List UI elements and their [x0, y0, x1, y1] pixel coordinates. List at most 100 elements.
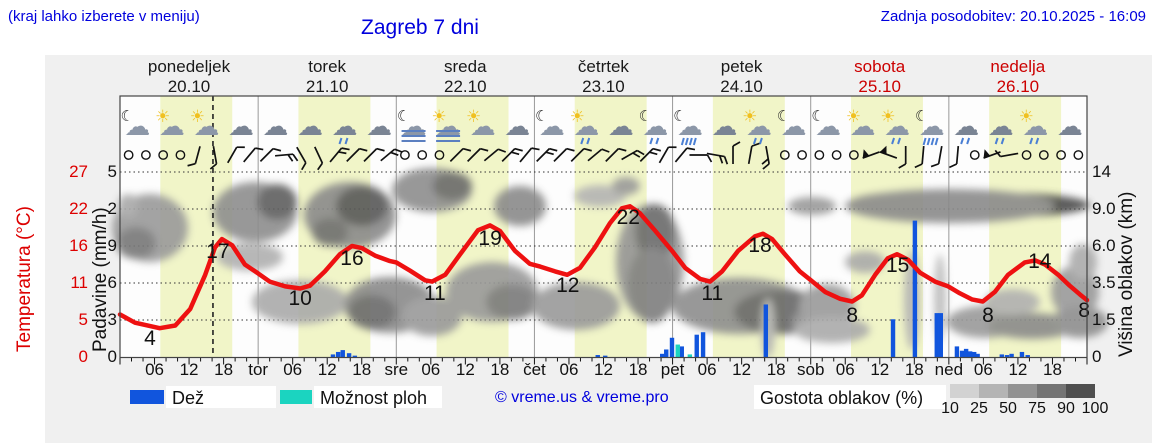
drizzle-mark	[1035, 137, 1040, 145]
moon-glyph: ☾	[915, 107, 928, 125]
wind-barb-icon	[209, 145, 218, 170]
moon-glyph: ☾	[811, 107, 824, 125]
plot-border	[119, 95, 1088, 359]
wind-barb-icon	[449, 147, 472, 162]
temperature-value-label: 11	[701, 282, 723, 305]
wind-barb-icon	[227, 146, 245, 164]
x-hour-label: 06	[559, 360, 579, 379]
rain-bar	[963, 348, 969, 358]
rain-mark	[684, 137, 689, 146]
cloud-blob	[257, 184, 297, 220]
sun-glyph: ☀	[880, 107, 895, 127]
cloud-blob	[788, 197, 836, 215]
cloud-glyph: ☁	[884, 112, 910, 142]
cloud-glyph: ☁	[850, 112, 876, 142]
x-day-abbrev-label: sob	[796, 360, 825, 379]
rain-bar	[938, 313, 943, 358]
wind-calm-icon	[779, 150, 790, 160]
cloud-density-tick-label: 25	[970, 400, 988, 417]
x-hour-label: 12	[455, 360, 475, 379]
cloud-blob	[116, 227, 156, 259]
drizzle-mark	[344, 137, 349, 145]
wind-barb-icon	[553, 147, 575, 162]
rain-bar	[959, 350, 965, 358]
rain-bar	[1009, 353, 1014, 358]
drizzle-mark	[966, 137, 971, 145]
temperature-axis-label: Temperatura (°C)	[14, 206, 35, 352]
x-day-abbrev-label: tor	[248, 360, 269, 379]
moon-glyph: ☾	[639, 107, 652, 125]
rain-legend-box	[166, 386, 276, 408]
cloud-density-gradient-segment	[1008, 384, 1037, 398]
cloud-glyph: ☁	[504, 112, 530, 142]
wind-calm-icon	[158, 150, 169, 160]
wind-barb-icon	[536, 147, 558, 162]
wind-calm-icon	[969, 150, 980, 160]
drizzle-mark	[1029, 137, 1034, 145]
rain-bar	[1025, 355, 1030, 358]
day-name: torek	[308, 57, 347, 76]
rain-bar	[669, 337, 675, 358]
sun-glyph: ☀	[155, 107, 170, 127]
x-day-abbrev-label: čet	[523, 360, 546, 379]
day-date: 25.10	[858, 77, 901, 96]
wind-barb-icon	[658, 146, 677, 164]
x-hour-label: 06	[145, 360, 164, 379]
menu-hint-text: (kraj lahko izberete v meniju)	[8, 8, 200, 25]
cloud-density-gradient-segment	[950, 384, 979, 398]
temperature-value-label: 11	[424, 282, 446, 305]
sun-glyph: ☀	[190, 107, 205, 127]
x-hour-label: 18	[766, 360, 786, 379]
cloud-blob	[845, 251, 885, 273]
wind-barb-icon	[761, 145, 770, 170]
x-hour-label: 06	[697, 360, 717, 379]
rain-mark	[934, 137, 939, 146]
cloud-density-gradient-segment	[979, 384, 1008, 398]
sun-glyph: ☀	[431, 107, 446, 127]
x-hour-label: 18	[490, 360, 510, 379]
wind-calm-icon	[417, 150, 428, 160]
shower-legend-box	[314, 386, 442, 408]
wind-calm-icon	[175, 150, 186, 160]
wind-barb-icon	[587, 148, 610, 162]
rain-mark	[922, 137, 927, 146]
day-date: 24.10	[720, 77, 763, 96]
precipitation-tick-label: 9	[107, 236, 117, 255]
day-header: nedelja 26.10	[949, 57, 1087, 97]
x-hour-label: 12	[870, 360, 890, 379]
rain-bar	[340, 350, 345, 358]
cloud-density-tick-label: 100	[1081, 400, 1109, 417]
cloud-glyph: ☁	[539, 112, 565, 142]
wind-barb-icon	[706, 152, 729, 165]
cloud-blob	[118, 194, 138, 218]
drizzle-mark	[649, 137, 654, 145]
x-day-abbrev-label: sre	[384, 360, 409, 379]
x-hour-label: 18	[1042, 360, 1062, 379]
wind-barb-icon	[674, 147, 696, 163]
wind-barb-icon	[994, 149, 1019, 158]
wind-barb-icon	[346, 147, 368, 162]
temperature-value-label: 15	[886, 254, 909, 277]
x-hour-label: 18	[628, 360, 648, 379]
cloud-glyph: ☁	[746, 112, 772, 142]
rain-bar	[967, 351, 973, 358]
day-name: četrtek	[577, 57, 629, 76]
cloud-density-tick-label: 50	[999, 400, 1017, 417]
cloud-glyph: ☁	[1057, 112, 1083, 142]
cloud-height-tick-label: 1.5	[1092, 310, 1116, 329]
day-header: četrtek 23.10	[534, 57, 672, 97]
wind-barb-icon	[879, 145, 898, 159]
temperature-tick-label: 5	[78, 310, 88, 329]
cloud-density-box	[754, 385, 946, 409]
cloud-blob	[494, 186, 546, 226]
day-header: ponedeljek 20.10	[120, 57, 258, 97]
day-date: 23.10	[582, 77, 625, 96]
cloud-blob	[486, 284, 538, 320]
shower-legend-swatch	[280, 390, 312, 404]
wind-barb-icon	[259, 147, 282, 162]
drizzle-mark	[655, 137, 660, 145]
wind-barb-icon	[689, 154, 713, 163]
shower-bar	[687, 354, 693, 358]
temperature-tick-label: 22	[69, 199, 88, 218]
wind-barb-icon	[314, 146, 324, 171]
